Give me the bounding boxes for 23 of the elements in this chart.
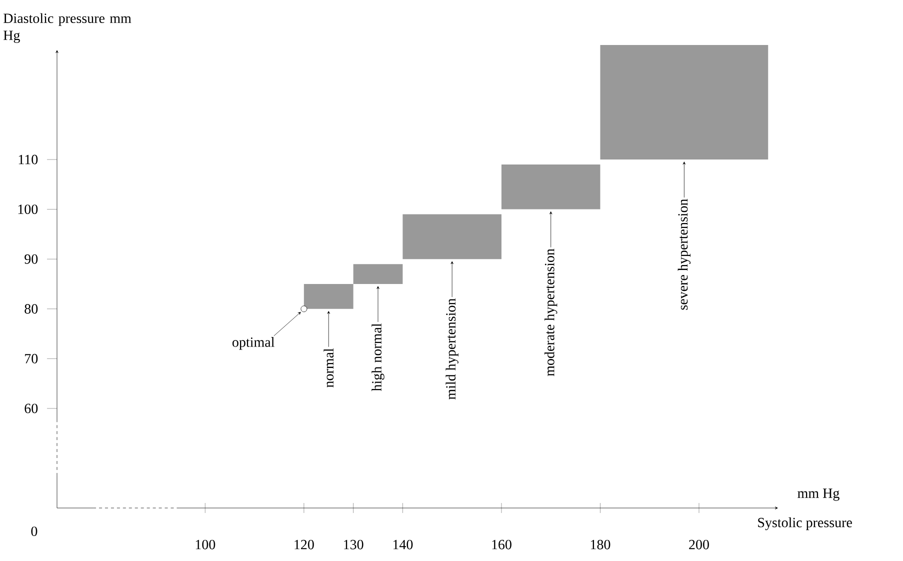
annotation: high normal <box>372 323 384 392</box>
annotation: mild hypertension <box>446 298 458 400</box>
y-tick-label: 60 <box>24 404 38 414</box>
x-axis-title: Systolic pressure <box>758 517 852 530</box>
y-tick-label: 80 <box>24 304 38 314</box>
y-tick-label: 70 <box>25 354 38 364</box>
y-tick-label: 110 <box>18 154 38 164</box>
x-tick-label: 100 <box>196 540 216 550</box>
x-tick-label: 130 <box>344 540 364 550</box>
x-tick-label: 180 <box>590 540 610 550</box>
annotation: normal <box>324 348 334 388</box>
x-tick-label: 160 <box>492 540 512 550</box>
x-tick-label: 200 <box>689 540 709 550</box>
y-tick-label: 90 <box>24 254 38 264</box>
x-tick-label: 120 <box>294 540 314 550</box>
x-tick-label: 140 <box>393 540 413 550</box>
annotation: moderate hypertension <box>544 248 558 376</box>
text: mm Hg <box>798 488 840 501</box>
text: 0 <box>31 526 38 536</box>
annotation: optimal <box>232 337 274 350</box>
y-axis-title: Diastolic pressure mm Hg <box>4 13 132 43</box>
y-tick-label: 100 <box>18 204 38 214</box>
annotation: severe hypertension <box>678 198 691 310</box>
